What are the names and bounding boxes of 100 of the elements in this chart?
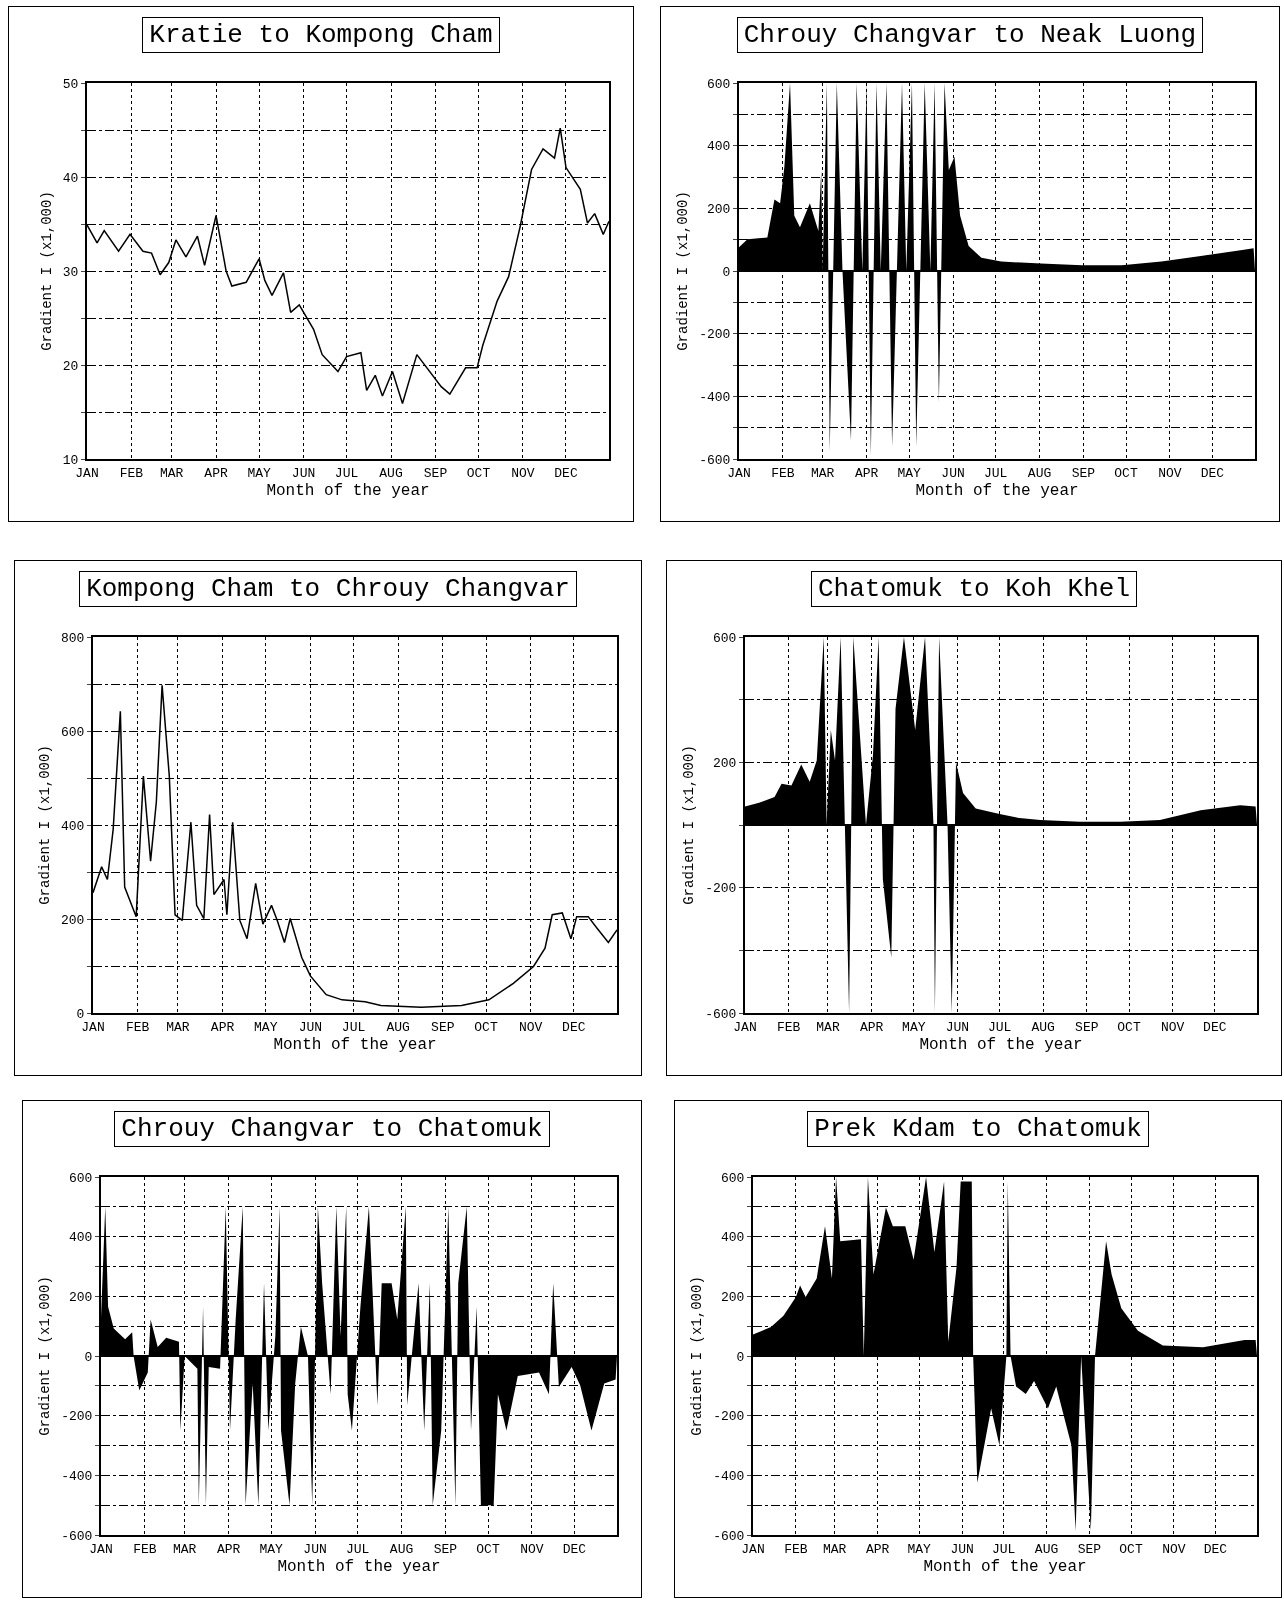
y-tick-label: 200 <box>712 755 737 771</box>
x-tick-label: SEP <box>1071 465 1096 481</box>
y-tick-label: -600 <box>705 1006 737 1022</box>
x-tick-label: MAY <box>897 465 922 481</box>
y-tick-label: -400 <box>713 1468 745 1484</box>
x-tick-label: JUN <box>291 465 316 481</box>
x-tick-label: JUN <box>298 1019 323 1035</box>
y-tick-label: -200 <box>713 1409 745 1425</box>
y-tick-label: 400 <box>68 1230 93 1246</box>
y-tick-label: 200 <box>60 912 85 928</box>
x-tick-label: JAN <box>733 1019 757 1035</box>
x-tick-label: JUN <box>950 1541 974 1557</box>
x-tick-label: APR <box>216 1541 241 1557</box>
y-tick-label: 40 <box>62 170 79 186</box>
x-tick-label: APR <box>854 465 879 481</box>
y-tick-label: 200 <box>706 201 731 217</box>
x-tick-label: OCT <box>474 1019 498 1035</box>
x-axis-title: Month of the year <box>923 1557 1087 1576</box>
x-tick-label: AUG <box>1034 1541 1059 1557</box>
x-tick-label: DEC <box>554 465 578 481</box>
x-axis-title: Month of the year <box>277 1557 441 1576</box>
y-tick-label: 400 <box>60 818 85 834</box>
x-tick-label: NOV <box>511 465 535 481</box>
x-axis-title: Month of the year <box>919 1035 1083 1054</box>
x-tick-label: MAY <box>907 1541 932 1557</box>
x-tick-label: JUN <box>941 465 965 481</box>
x-tick-label: FEB <box>133 1541 157 1557</box>
y-tick-label: -600 <box>713 1528 745 1544</box>
y-axis-title: Gradient I (x1,000) <box>37 745 54 905</box>
y-tick-label: 50 <box>62 76 79 92</box>
x-tick-label: OCT <box>1119 1541 1143 1557</box>
y-tick-label: 0 <box>736 1349 745 1365</box>
y-tick-label: 0 <box>76 1006 85 1022</box>
x-tick-label: OCT <box>1114 465 1138 481</box>
y-tick-label: 400 <box>720 1230 745 1246</box>
x-tick-label: APR <box>865 1541 890 1557</box>
x-tick-label: OCT <box>466 465 491 481</box>
x-tick-label: AUG <box>1027 465 1052 481</box>
x-tick-label: MAR <box>166 1019 190 1035</box>
y-tick-label: -400 <box>61 1468 93 1484</box>
x-tick-label: JUL <box>334 465 359 481</box>
x-tick-label: JUL <box>345 1541 370 1557</box>
x-tick-label: DEC <box>1200 465 1225 481</box>
x-tick-label: DEC <box>562 1541 587 1557</box>
x-tick-label: JUL <box>341 1019 366 1035</box>
x-tick-label: APR <box>859 1019 884 1035</box>
x-tick-label: NOV <box>1158 465 1182 481</box>
x-tick-label: MAY <box>247 465 271 481</box>
x-tick-label: MAR <box>822 1541 847 1557</box>
x-tick-label: AUG <box>389 1541 414 1557</box>
x-tick-label: MAR <box>810 465 835 481</box>
y-tick-label: -600 <box>699 452 731 468</box>
y-axis-title: Gradient I (x1,000) <box>37 1276 54 1436</box>
x-tick-label: FEB <box>125 1019 150 1035</box>
y-tick-label: 0 <box>722 264 731 280</box>
y-tick-label: 200 <box>68 1289 93 1305</box>
x-tick-label: JUL <box>983 465 1008 481</box>
x-tick-label: JUL <box>991 1541 1016 1557</box>
x-tick-label: MAY <box>259 1541 284 1557</box>
y-tick-label: 600 <box>706 76 731 92</box>
chart-title: Chrouy Changvar to Chatomuk <box>114 1111 550 1147</box>
x-tick-label: SEP <box>423 465 448 481</box>
y-tick-label: 600 <box>712 630 737 646</box>
y-tick-label: -400 <box>699 389 731 405</box>
x-tick-label: FEB <box>784 1541 808 1557</box>
y-tick-label: 600 <box>68 1170 93 1186</box>
x-tick-label: FEB <box>119 465 144 481</box>
y-tick-label: 30 <box>62 264 79 280</box>
y-tick-label: 800 <box>60 630 85 646</box>
x-tick-label: APR <box>210 1019 235 1035</box>
x-tick-label: DEC <box>1203 1019 1227 1035</box>
y-tick-label: -600 <box>61 1528 93 1544</box>
x-tick-label: OCT <box>476 1541 500 1557</box>
x-axis-title: Month of the year <box>915 481 1079 500</box>
chart-title: Kratie to Kompong Cham <box>142 17 500 53</box>
y-tick-label: 600 <box>60 724 85 740</box>
x-tick-label: MAY <box>902 1019 926 1035</box>
x-tick-label: JUN <box>945 1019 970 1035</box>
x-tick-label: DEC <box>1203 1541 1228 1557</box>
x-tick-label: SEP <box>431 1019 455 1035</box>
x-tick-label: NOV <box>520 1541 544 1557</box>
y-tick-label: -200 <box>699 327 731 343</box>
y-tick-label: 20 <box>62 358 79 374</box>
x-tick-label: NOV <box>1162 1541 1186 1557</box>
y-tick-label: 600 <box>720 1170 745 1186</box>
y-axis-title: Gradient I (x1,000) <box>681 745 698 905</box>
x-tick-label: APR <box>204 465 228 481</box>
x-tick-label: MAR <box>159 465 184 481</box>
x-tick-label: AUG <box>1031 1019 1055 1035</box>
y-axis-title: Gradient I (x1,000) <box>38 191 55 351</box>
x-tick-label: AUG <box>379 465 403 481</box>
x-tick-label: JAN <box>75 465 99 481</box>
x-tick-label: JAN <box>741 1541 765 1557</box>
chart-title: Chatomuk to Koh Khel <box>810 571 1138 607</box>
x-tick-label: DEC <box>562 1019 586 1035</box>
chart-title: Prek Kdam to Chatomuk <box>807 1111 1149 1147</box>
x-axis-title: Month of the year <box>273 1035 437 1054</box>
chart-title: Chrouy Changvar to Neak Luong <box>736 17 1204 53</box>
x-tick-label: JAN <box>727 465 751 481</box>
x-tick-label: NOV <box>1160 1019 1185 1035</box>
